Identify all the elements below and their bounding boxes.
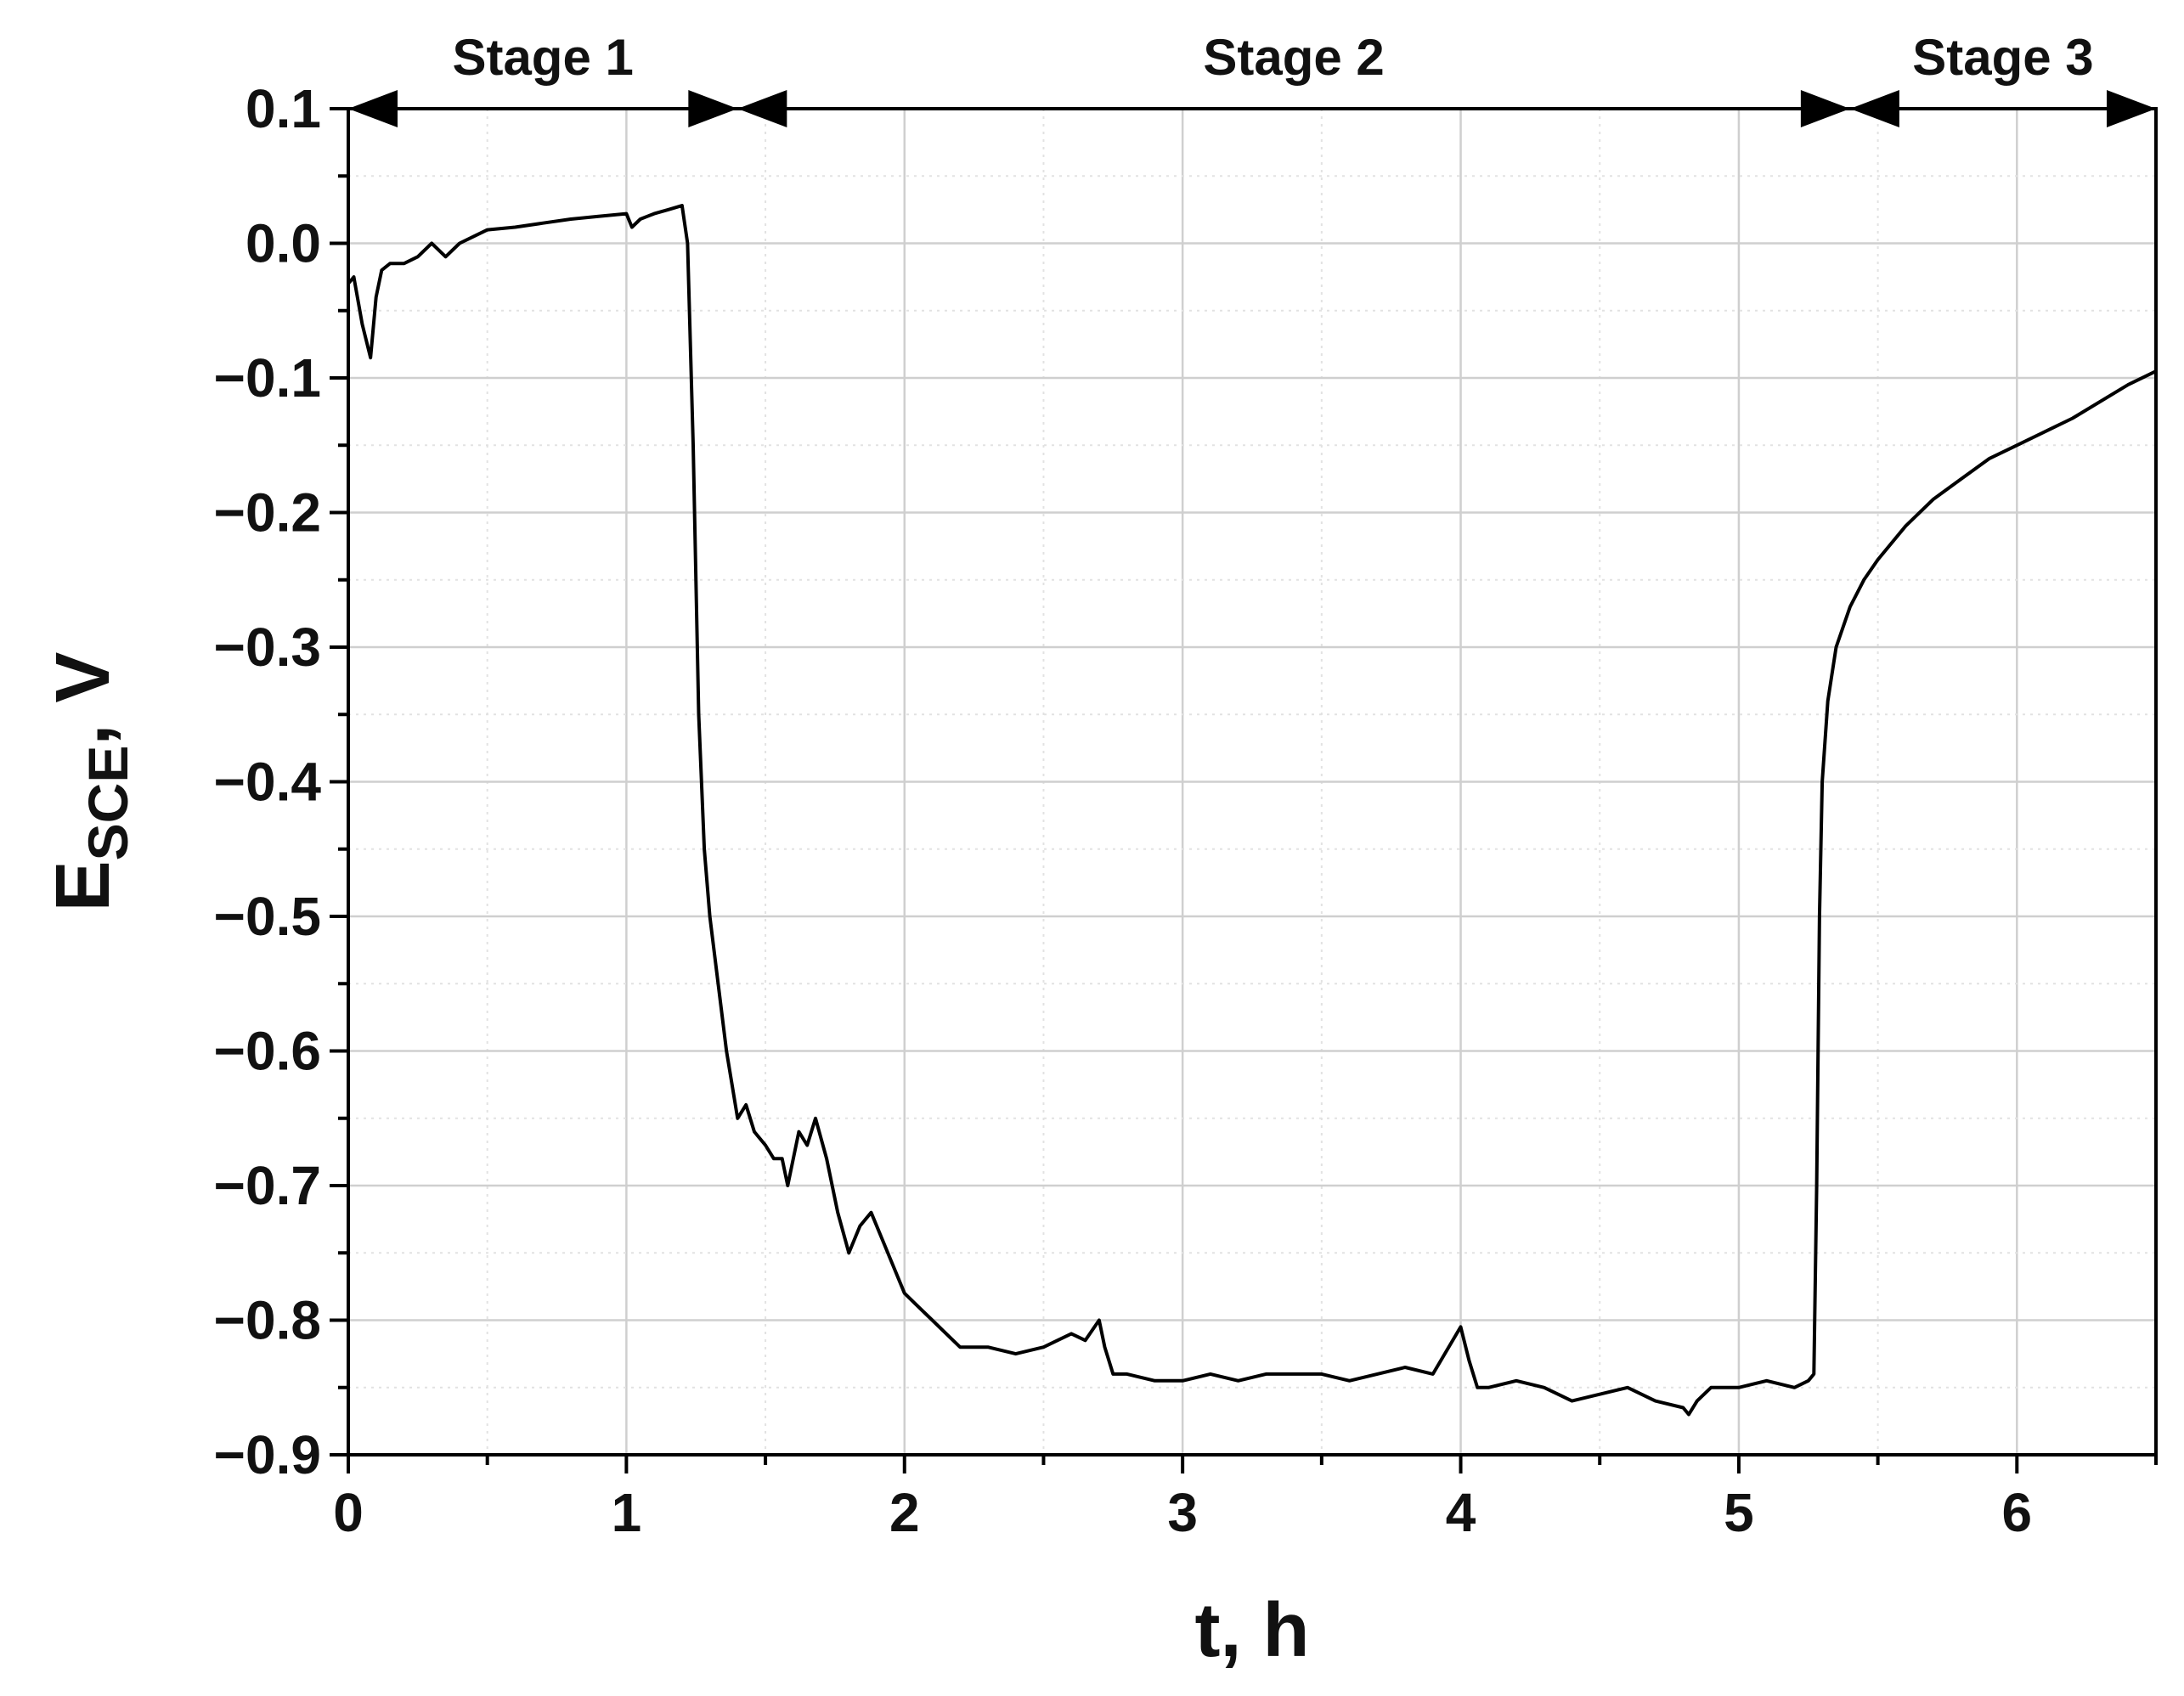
x-tick-label: 2: [889, 1482, 920, 1543]
y-tick-label: −0.7: [214, 1155, 321, 1216]
stage-arrow-left: [1849, 90, 1899, 127]
y-axis-title-main: E: [41, 860, 126, 911]
stage-arrow-right: [688, 90, 738, 127]
stage-arrow-right: [2107, 90, 2156, 127]
y-axis-title: ESCE, V: [41, 652, 139, 912]
x-tick-label: 1: [612, 1482, 642, 1543]
x-tick-label: 4: [1446, 1482, 1476, 1543]
stage-label: Stage 1: [452, 29, 633, 86]
line-layer: [347, 204, 2157, 1417]
x-axis-title: t, h: [1195, 1588, 1310, 1673]
y-tick-label: −0.5: [214, 886, 321, 947]
potential-series-line: [347, 204, 2157, 1417]
grid-layer: [347, 107, 2157, 1457]
stage-label: Stage 3: [1912, 29, 2093, 86]
y-axis-title-subscript: SCE: [76, 746, 139, 861]
stage-arrow-right: [1800, 90, 1850, 127]
x-tick-label: 6: [2002, 1482, 2033, 1543]
x-tick-label: 5: [1724, 1482, 1754, 1543]
tick-layer: 0 1 2 3 4 5 6 0.1 0.0 −0.1 −0.2 −0.3 −0.4 −0.5 −0.6 −0.…: [214, 78, 2158, 1543]
y-tick-label: −0.9: [214, 1424, 321, 1485]
y-tick-label: −0.2: [214, 482, 321, 544]
y-tick-label: 0.0: [245, 213, 321, 274]
y-tick-label: 0.1: [245, 78, 321, 139]
y-tick-label: −0.6: [214, 1021, 321, 1082]
x-tick-label: 3: [1167, 1482, 1198, 1543]
y-tick-label: −0.4: [214, 752, 322, 813]
y-tick-label: −0.8: [214, 1290, 321, 1351]
stage-arrow-left: [737, 90, 787, 127]
y-axis-title-suffix: , V: [41, 652, 126, 746]
stage-layer: Stage 1 Stage 2 Stage 3: [348, 29, 2156, 127]
y-tick-label: −0.3: [214, 617, 321, 678]
stage-label: Stage 2: [1203, 29, 1384, 86]
y-tick-label: −0.1: [214, 347, 321, 409]
x-tick-label: 0: [333, 1482, 364, 1543]
stage-arrow-left: [348, 90, 398, 127]
